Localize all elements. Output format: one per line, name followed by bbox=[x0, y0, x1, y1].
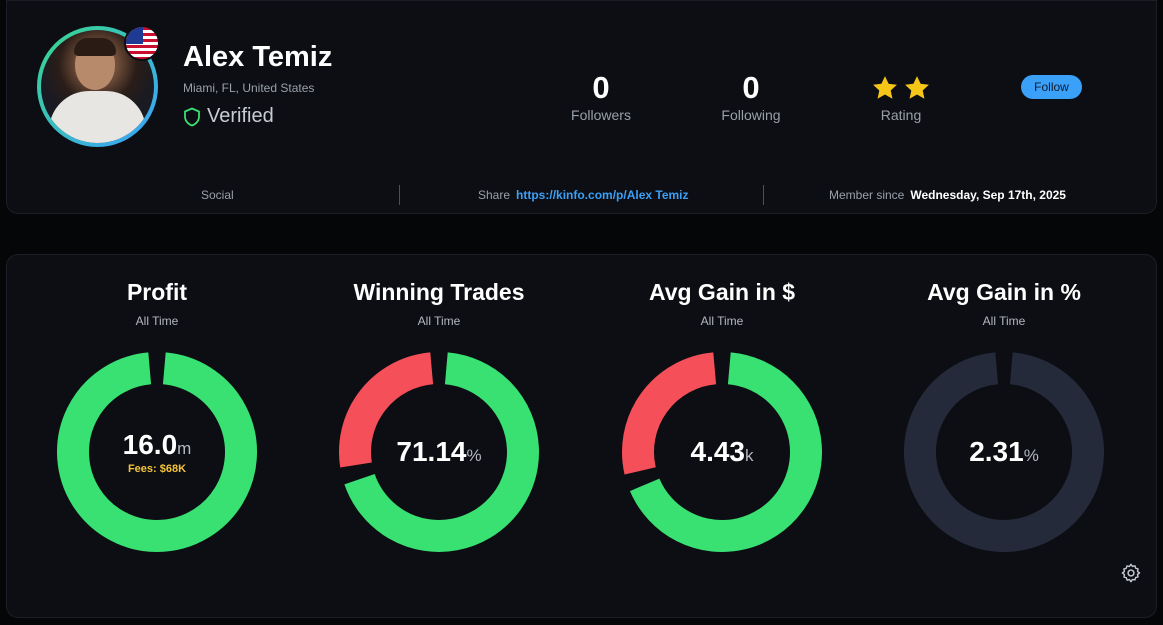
donut-segment-negative bbox=[339, 352, 434, 468]
member-since-label: Member since bbox=[829, 188, 905, 202]
rating-stat: Rating bbox=[841, 71, 961, 123]
metric-title: Avg Gain in $ bbox=[648, 279, 796, 305]
shield-icon bbox=[184, 107, 200, 126]
profile-name: Alex Temiz bbox=[183, 41, 333, 73]
metric-value: 4.43k bbox=[690, 436, 754, 467]
followers-stat[interactable]: 0 Followers bbox=[541, 70, 661, 124]
divider bbox=[763, 185, 764, 205]
donut-chart bbox=[904, 352, 1104, 552]
donut-chart bbox=[339, 352, 539, 552]
share-section: Share https://kinfo.com/p/Alex Temiz bbox=[478, 188, 689, 202]
donut-chart bbox=[57, 352, 257, 552]
member-since: Member since Wednesday, Sep 17th, 2025 bbox=[829, 188, 1066, 202]
followers-count: 0 bbox=[592, 70, 610, 105]
star-icon bbox=[905, 76, 929, 99]
metric-period: All Time bbox=[135, 314, 179, 328]
verified-label: Verified bbox=[207, 105, 274, 127]
profit-donut: 16.0m Fees: $68K bbox=[57, 352, 257, 552]
donut-segment-empty bbox=[904, 352, 1104, 552]
profile-card: Alex Temiz Miami, FL, United States Veri… bbox=[6, 0, 1157, 214]
metric-period: All Time bbox=[417, 314, 461, 328]
metric-profit: Profit All Time bbox=[27, 279, 287, 328]
share-label: Share bbox=[478, 188, 511, 202]
social-label[interactable]: Social bbox=[201, 188, 234, 202]
profile-footer: Social Share https://kinfo.com/p/Alex Tem… bbox=[7, 185, 1156, 205]
fees-value: Fees: $68K bbox=[127, 463, 187, 475]
verified-badge: Verified bbox=[183, 105, 274, 128]
following-label: Following bbox=[721, 107, 781, 123]
stats-card: Profit All Time 16.0m Fees: $68K Winning… bbox=[6, 254, 1157, 618]
metric-avg-gain-dollar: Avg Gain in $ All Time bbox=[592, 279, 852, 328]
gear-icon[interactable] bbox=[1120, 562, 1142, 584]
metric-title: Profit bbox=[126, 279, 188, 305]
donut-segment-positive bbox=[344, 352, 539, 552]
donut-segment-positive bbox=[629, 352, 822, 552]
following-stat[interactable]: 0 Following bbox=[691, 70, 811, 124]
metric-period: All Time bbox=[700, 314, 744, 328]
metric-title: Winning Trades bbox=[353, 279, 525, 305]
metric-title: Avg Gain in % bbox=[927, 279, 1081, 305]
winning-trades-donut: 71.14% bbox=[339, 352, 539, 552]
donut-chart bbox=[622, 352, 822, 552]
metric-value: 2.31% bbox=[969, 436, 1039, 467]
avg-gain-percent-donut: 2.31% bbox=[904, 352, 1104, 552]
avg-gain-dollar-donut: 4.43k bbox=[622, 352, 822, 552]
metric-value: 16.0m bbox=[122, 429, 192, 460]
star-icon bbox=[873, 76, 897, 99]
member-since-date: Wednesday, Sep 17th, 2025 bbox=[910, 188, 1066, 202]
rating-stars bbox=[841, 71, 961, 105]
donut-segment-positive bbox=[57, 352, 257, 552]
follow-button[interactable]: Follow bbox=[1021, 75, 1082, 99]
donut-segment-negative bbox=[622, 352, 717, 475]
following-count: 0 bbox=[742, 70, 760, 105]
us-flag-icon bbox=[124, 25, 160, 61]
metric-value: 71.14% bbox=[396, 436, 482, 467]
rating-label: Rating bbox=[880, 107, 922, 123]
share-link[interactable]: https://kinfo.com/p/Alex Temiz bbox=[516, 188, 689, 202]
metric-winning-trades: Winning Trades All Time bbox=[309, 279, 569, 328]
divider bbox=[399, 185, 400, 205]
metric-avg-gain-percent: Avg Gain in % All Time bbox=[874, 279, 1134, 328]
followers-label: Followers bbox=[571, 107, 631, 123]
profile-location: Miami, FL, United States bbox=[183, 81, 315, 95]
metric-period: All Time bbox=[982, 314, 1026, 328]
